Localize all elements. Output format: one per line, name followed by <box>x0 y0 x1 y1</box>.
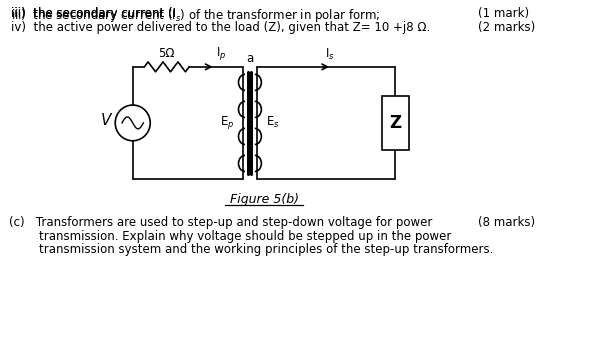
Text: (c)   Transformers are used to step-up and step-down voltage for power: (c) Transformers are used to step-up and… <box>9 216 432 229</box>
Text: 5Ω: 5Ω <box>159 47 175 60</box>
Text: transmission system and the working principles of the step-up transformers.: transmission system and the working prin… <box>9 244 494 256</box>
Text: E$_p$: E$_p$ <box>220 115 234 131</box>
Text: (2 marks): (2 marks) <box>478 21 535 34</box>
Text: iii)  the secondary current (I: iii) the secondary current (I <box>11 7 176 20</box>
Text: Figure 5(b): Figure 5(b) <box>229 193 298 206</box>
Text: iii)  the secondary current (I: iii) the secondary current (I <box>11 7 176 20</box>
Text: V: V <box>101 114 111 128</box>
Text: E$_s$: E$_s$ <box>266 115 279 130</box>
Text: (1 mark): (1 mark) <box>478 7 529 20</box>
Text: a: a <box>247 52 253 65</box>
Text: (8 marks): (8 marks) <box>478 216 535 229</box>
Text: iv)  the active power delivered to the load (Z), given that Z= 10 +j8 Ω.: iv) the active power delivered to the lo… <box>11 21 430 34</box>
Text: iii)  the secondary current (I$_s$) of the transformer in polar form;: iii) the secondary current (I$_s$) of th… <box>11 7 380 24</box>
Text: Z: Z <box>389 114 402 132</box>
Text: transmission. Explain why voltage should be stepped up in the power: transmission. Explain why voltage should… <box>9 229 451 243</box>
Text: I$_s$: I$_s$ <box>325 47 335 62</box>
Bar <box>382 96 409 150</box>
Text: I$_p$: I$_p$ <box>216 45 227 62</box>
